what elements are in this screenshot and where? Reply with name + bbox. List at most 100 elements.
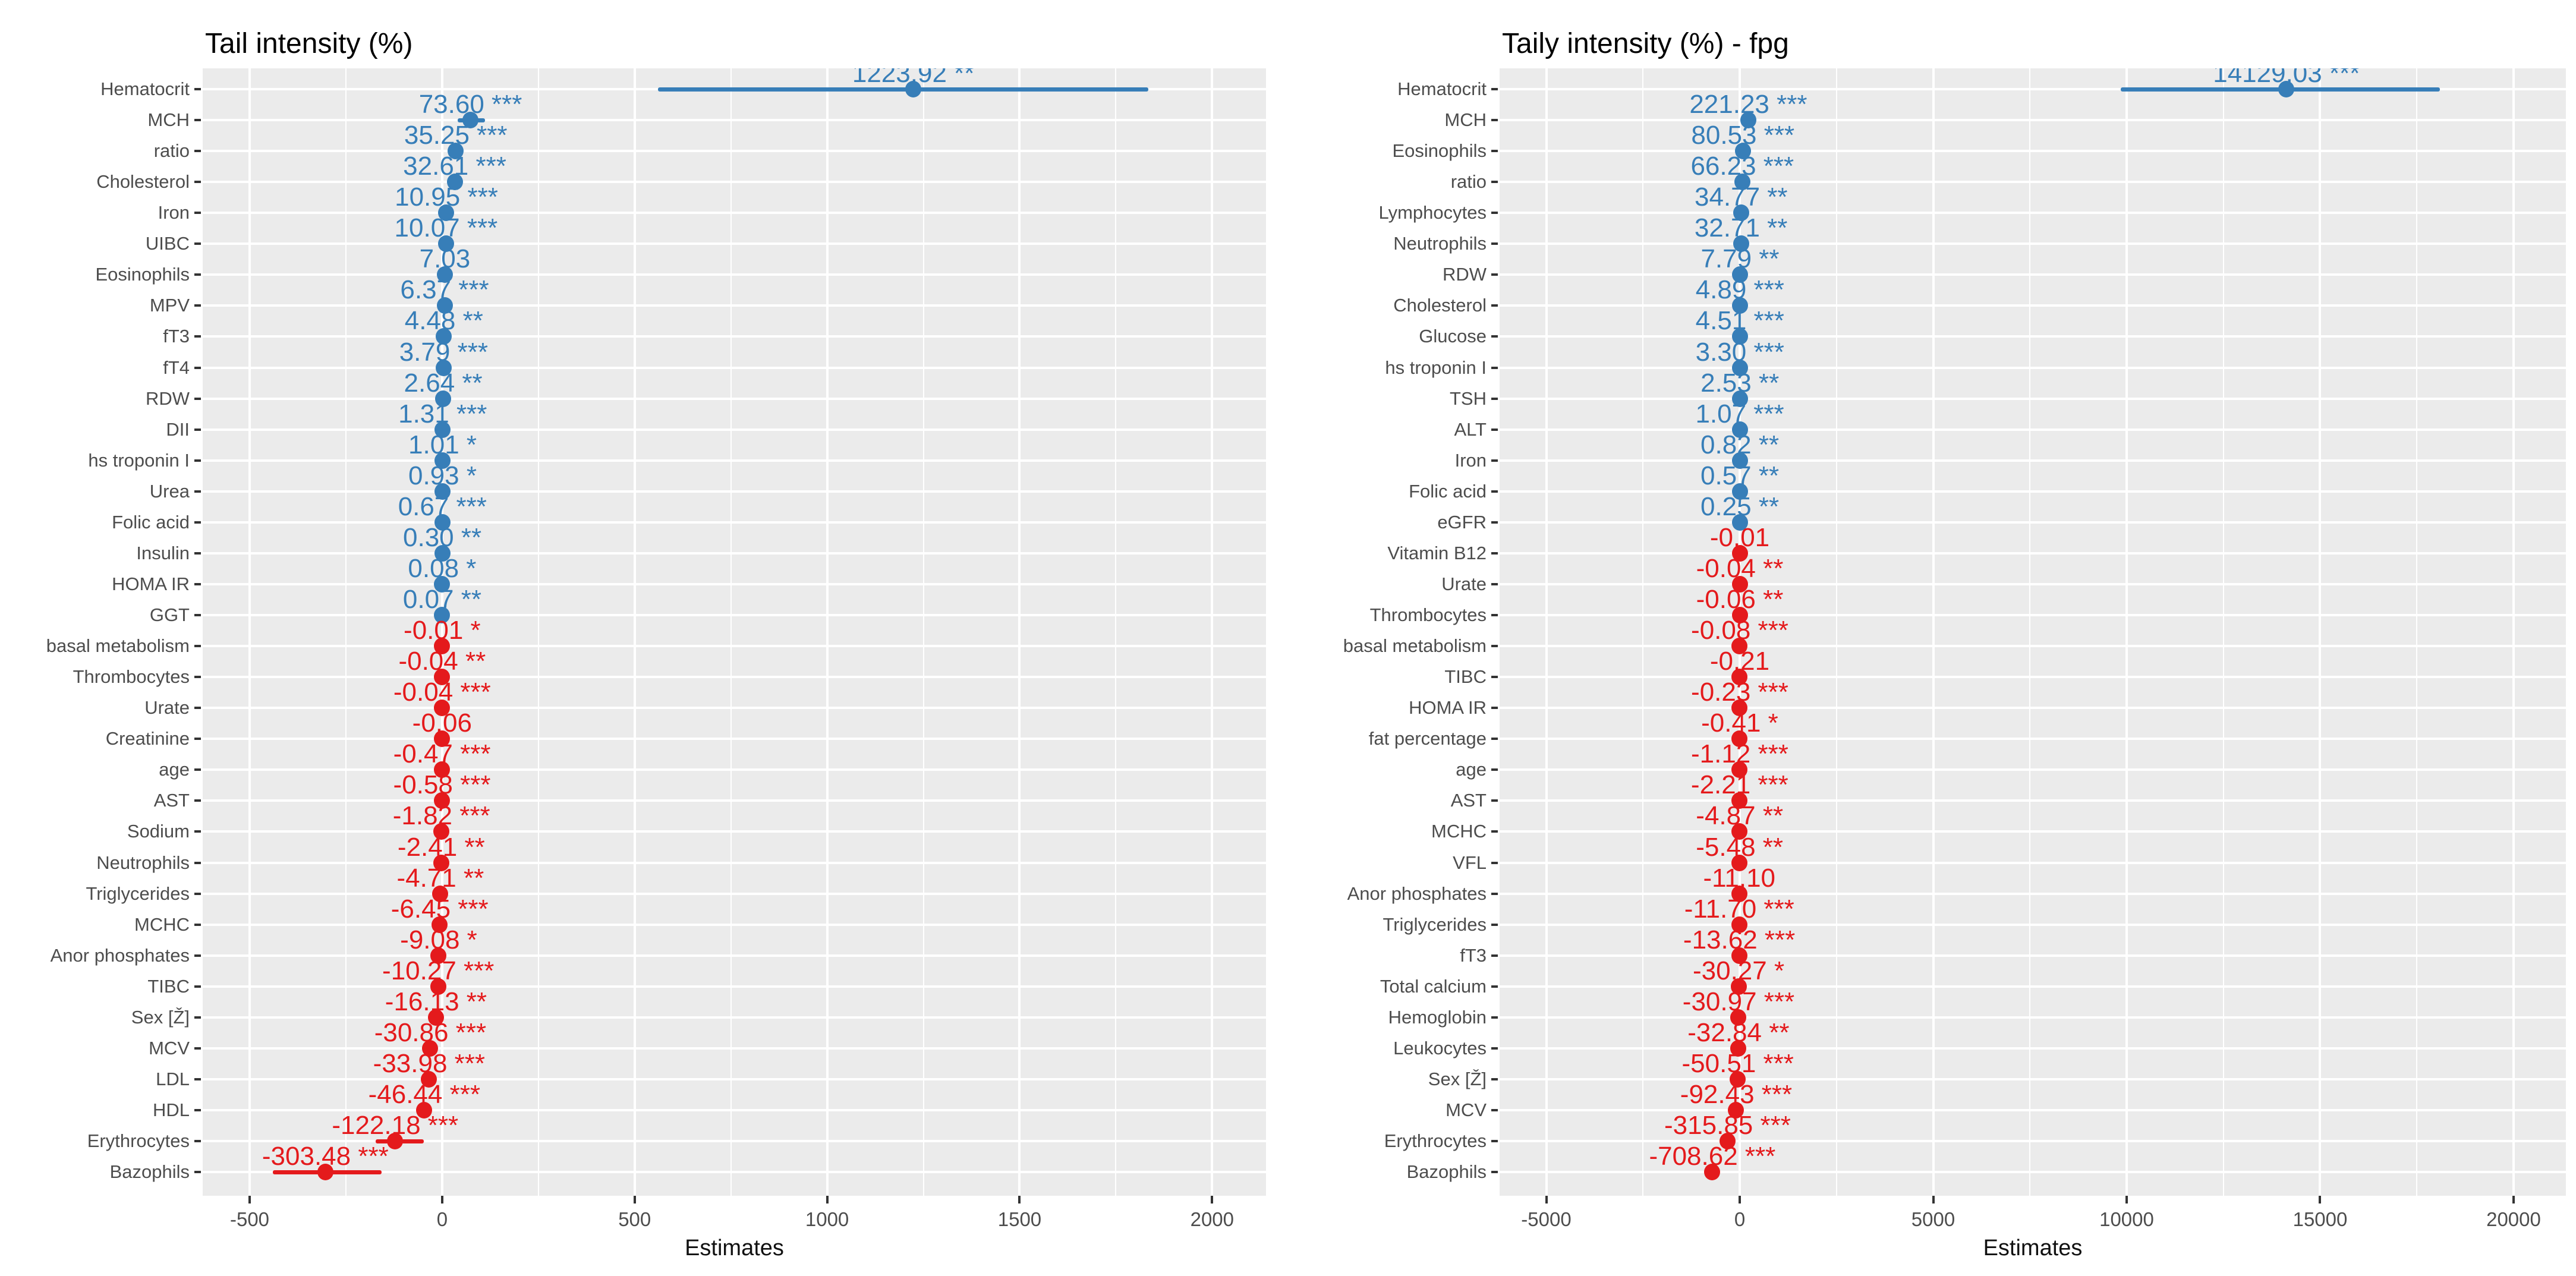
category-label: ratio [153, 140, 190, 162]
estimate-dot [434, 730, 451, 748]
estimate-value-label: 7.79 ** [1700, 244, 1780, 274]
minor-gridline [2029, 68, 2031, 1196]
x-tick-mark [248, 1196, 251, 1203]
estimate-dot [1728, 1101, 1744, 1119]
row-gridline [1500, 273, 2566, 276]
y-tick-mark [1491, 397, 1498, 400]
row-gridline [203, 150, 1266, 153]
category-label: Hemoglobin [1388, 1006, 1487, 1028]
y-tick-mark [194, 366, 201, 369]
x-tick-label: 5000 [1911, 1208, 1955, 1230]
estimate-value-label: -33.98 *** [373, 1048, 486, 1078]
estimate-dot [430, 978, 446, 995]
category-label: TIBC [147, 975, 190, 997]
ci-bar [657, 87, 1149, 92]
row-gridline [1500, 552, 2566, 554]
estimate-value-label: 10.07 *** [394, 213, 498, 243]
estimate-value-label: 10.95 *** [395, 182, 498, 212]
category-label: Creatinine [105, 728, 190, 749]
estimate-value-label: -4.71 ** [396, 863, 484, 893]
y-tick-mark [1491, 304, 1498, 307]
row-gridline [203, 181, 1266, 184]
x-axis-label: Estimates [685, 1236, 784, 1261]
row-gridline [203, 335, 1266, 338]
category-label: AST [1450, 790, 1487, 811]
estimate-value-label: 0.82 ** [1700, 430, 1780, 459]
category-label: Vitamin B12 [1387, 542, 1487, 563]
x-tick-label: 2000 [1190, 1208, 1235, 1230]
estimate-value-label: -0.01 [1709, 522, 1770, 552]
estimate-value-label: -10.27 *** [382, 956, 495, 985]
row-gridline [1500, 366, 2566, 369]
estimate-value-label: 7.03 [419, 244, 471, 274]
estimate-dot [433, 823, 450, 840]
category-label: age [1456, 759, 1487, 780]
estimate-dot [1731, 575, 1748, 593]
category-label: DII [166, 418, 190, 440]
category-label: Triglycerides [86, 883, 190, 904]
category-label: Eosinophils [95, 264, 190, 285]
y-tick-mark [1491, 366, 1498, 369]
estimate-value-label: 2.53 ** [1700, 368, 1780, 398]
x-axis-label: Estimates [1983, 1236, 2083, 1261]
category-label: HOMA IR [1409, 697, 1487, 719]
estimate-value-label: -46.44 *** [368, 1079, 480, 1109]
y-tick-mark [1491, 335, 1498, 338]
estimate-value-label: -30.27 * [1692, 956, 1785, 985]
estimate-dot [446, 174, 463, 191]
major-gridline [1211, 68, 1214, 1196]
estimate-value-label: -303.48 *** [262, 1142, 389, 1171]
x-tick-label: -500 [229, 1208, 270, 1230]
category-label: ratio [1450, 171, 1487, 193]
estimate-value-label: 3.30 *** [1695, 337, 1784, 367]
row-gridline [203, 799, 1266, 802]
category-label: MCH [1444, 109, 1487, 131]
estimate-value-label: -0.04 ** [1696, 553, 1784, 583]
category-label: MCV [1446, 1099, 1487, 1120]
row-gridline [1500, 1171, 2566, 1174]
category-label: Triglycerides [1383, 913, 1487, 935]
row-gridline [203, 119, 1266, 122]
estimate-dot [1734, 143, 1751, 160]
y-tick-mark [1491, 892, 1498, 895]
major-gridline [2125, 68, 2128, 1196]
estimate-dot [1740, 112, 1756, 129]
estimate-value-label: -11.70 *** [1684, 894, 1794, 924]
minor-gridline [1115, 68, 1117, 1196]
row-gridline [1500, 985, 2566, 988]
y-tick-mark [1491, 1108, 1498, 1111]
estimate-value-label: -50.51 *** [1681, 1048, 1794, 1078]
estimate-value-label: 14129.03 *** [2213, 68, 2360, 88]
category-label: MCV [149, 1037, 190, 1058]
estimate-dot [434, 575, 451, 593]
x-tick-label: 15000 [2292, 1208, 2348, 1230]
estimate-dot [448, 143, 464, 160]
estimate-value-label: 0.67 *** [398, 492, 487, 521]
estimate-value-label: 0.08 * [408, 553, 477, 583]
minor-gridline [1835, 68, 1837, 1196]
estimate-value-label: -9.08 * [400, 925, 477, 954]
row-gridline [203, 242, 1266, 245]
y-tick-mark [194, 923, 201, 926]
x-tick-label: 1000 [805, 1208, 849, 1230]
category-label: HDL [152, 1099, 190, 1120]
plot-panel: 1223.92 ** 73.60 *** 35.25 *** 32.61 *** 10.… [203, 68, 1266, 1196]
y-tick-mark [1491, 985, 1498, 988]
row-gridline [1500, 768, 2566, 771]
row-gridline [203, 490, 1266, 493]
y-tick-mark [1491, 676, 1498, 679]
x-tick-label: 500 [618, 1208, 651, 1230]
row-gridline [1500, 923, 2566, 926]
estimate-dot [1731, 638, 1748, 655]
estimate-dot [434, 483, 451, 500]
category-label: fT3 [163, 326, 190, 347]
estimate-dot [1731, 390, 1748, 407]
estimate-value-label: -122.18 *** [332, 1111, 459, 1140]
estimate-value-label: 4.48 ** [404, 306, 483, 336]
category-label: Eosinophils [1392, 140, 1487, 162]
row-gridline [203, 459, 1266, 462]
category-label: Glucose [1419, 326, 1487, 347]
y-tick-mark [1491, 521, 1498, 524]
y-tick-mark [1491, 459, 1498, 462]
estimate-dot [1730, 1070, 1746, 1088]
